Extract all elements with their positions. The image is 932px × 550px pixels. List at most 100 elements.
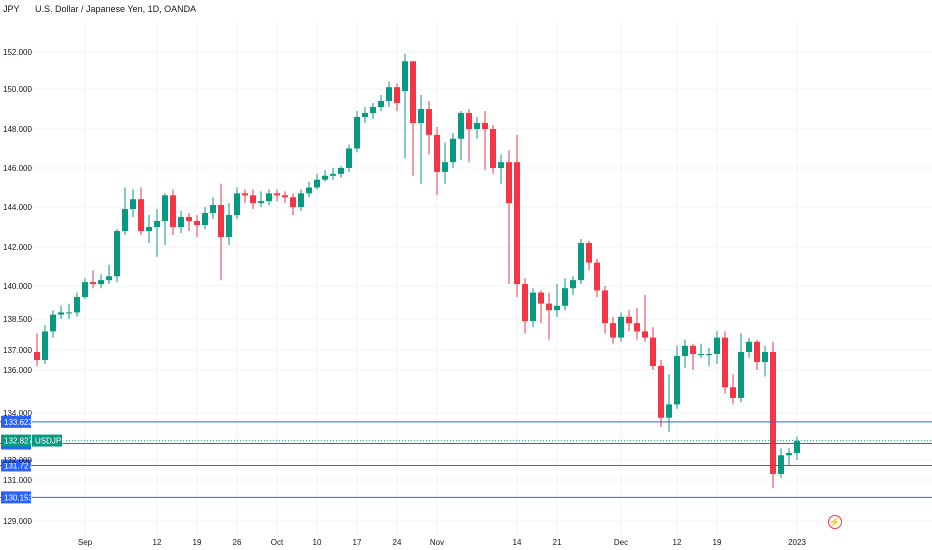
candle-body (66, 312, 72, 314)
candle (146, 215, 152, 243)
candle (674, 345, 680, 409)
candle-body (658, 366, 664, 418)
level-line[interactable]: 130.153 (0, 491, 932, 504)
x-tick-label: 12 (673, 538, 682, 547)
candle (322, 169, 328, 182)
horizontal-levels: 133.623 132.702 131.727 130.153 132.827USDJP… (0, 415, 932, 504)
candle-body (746, 341, 752, 352)
candle (314, 173, 320, 190)
x-tick-label: 17 (353, 538, 362, 547)
candle-body (210, 205, 216, 213)
candle-body (626, 316, 632, 324)
last-price-label: 132.827 (4, 437, 33, 446)
candle (402, 53, 408, 159)
x-tick-label: Oct (271, 538, 284, 547)
candle-body (794, 441, 800, 453)
y-tick-label: 146.000 (3, 164, 32, 173)
candle (114, 229, 120, 283)
candle (482, 111, 488, 170)
candle-body (370, 107, 376, 113)
candle-body (434, 134, 440, 172)
candle (178, 211, 184, 233)
level-line[interactable]: 133.623 (0, 415, 932, 428)
candle (746, 337, 752, 358)
candle-body (274, 193, 280, 196)
x-tick-label: 21 (553, 538, 562, 547)
y-tick-label: 134.000 (3, 409, 32, 418)
candle-body (114, 231, 120, 277)
candle (338, 166, 344, 178)
x-tick-label: 10 (313, 538, 322, 547)
candle (138, 187, 144, 235)
candle (682, 339, 688, 368)
candle-body (314, 179, 320, 188)
candle (42, 325, 48, 364)
candle (738, 333, 744, 403)
last-price-symbol: USDJPY (35, 437, 67, 446)
candle (170, 189, 176, 235)
candle-body (250, 195, 256, 204)
candle (722, 331, 728, 394)
candle-body (170, 195, 176, 227)
candle (778, 448, 784, 478)
candle (90, 270, 96, 289)
candle (626, 310, 632, 332)
candle-body (226, 215, 232, 237)
last-price-marker: 132.827 USDJPY (1, 434, 932, 447)
candle (458, 111, 464, 161)
candle-body (186, 217, 192, 221)
candle-body (242, 193, 248, 196)
level-line[interactable]: 132.702 (0, 437, 932, 450)
candle (610, 316, 616, 344)
candle (634, 308, 640, 340)
y-tick-label: 140.000 (3, 282, 32, 291)
y-tick-label: 129.000 (3, 517, 32, 526)
level-label-box (1, 459, 31, 472)
candle-body (706, 354, 712, 355)
candle (706, 347, 712, 366)
candle (650, 327, 656, 370)
y-tick-label: 152.000 (3, 48, 32, 57)
candle-body (362, 113, 368, 117)
candle-body (194, 221, 200, 225)
candle-body (754, 341, 760, 362)
candle (690, 343, 696, 370)
candle-body (546, 303, 552, 311)
candle (794, 436, 800, 460)
candle-body (674, 356, 680, 405)
candle (562, 278, 568, 311)
candle (530, 288, 536, 328)
candle (394, 83, 400, 111)
candle-body (786, 452, 792, 456)
candle-body (106, 276, 112, 281)
candle (74, 292, 80, 317)
candle-body (482, 123, 488, 129)
candle (762, 345, 768, 377)
candle-body (498, 162, 504, 168)
candle (418, 95, 424, 184)
candle (730, 374, 736, 405)
candle-body (306, 187, 312, 194)
candle-body (298, 193, 304, 207)
candle (618, 312, 624, 342)
candle (370, 103, 376, 119)
candle-body (514, 162, 520, 285)
candle (538, 290, 544, 324)
candle (450, 132, 456, 168)
level-line[interactable]: 131.727 (0, 459, 932, 472)
lightning-icon[interactable]: ⚡ (828, 515, 842, 529)
candle-body (610, 323, 616, 338)
candle (154, 209, 160, 257)
candle (226, 203, 232, 245)
x-tick-label: 26 (233, 538, 242, 547)
candle (234, 187, 240, 219)
y-tick-label: 137.000 (3, 346, 32, 355)
x-tick-label: Sep (78, 538, 93, 547)
candle (410, 61, 416, 176)
candle (490, 125, 496, 174)
candle (50, 310, 56, 338)
candle-body (282, 195, 288, 198)
candle-body (154, 221, 160, 227)
x-tick-label: Nov (430, 538, 444, 547)
